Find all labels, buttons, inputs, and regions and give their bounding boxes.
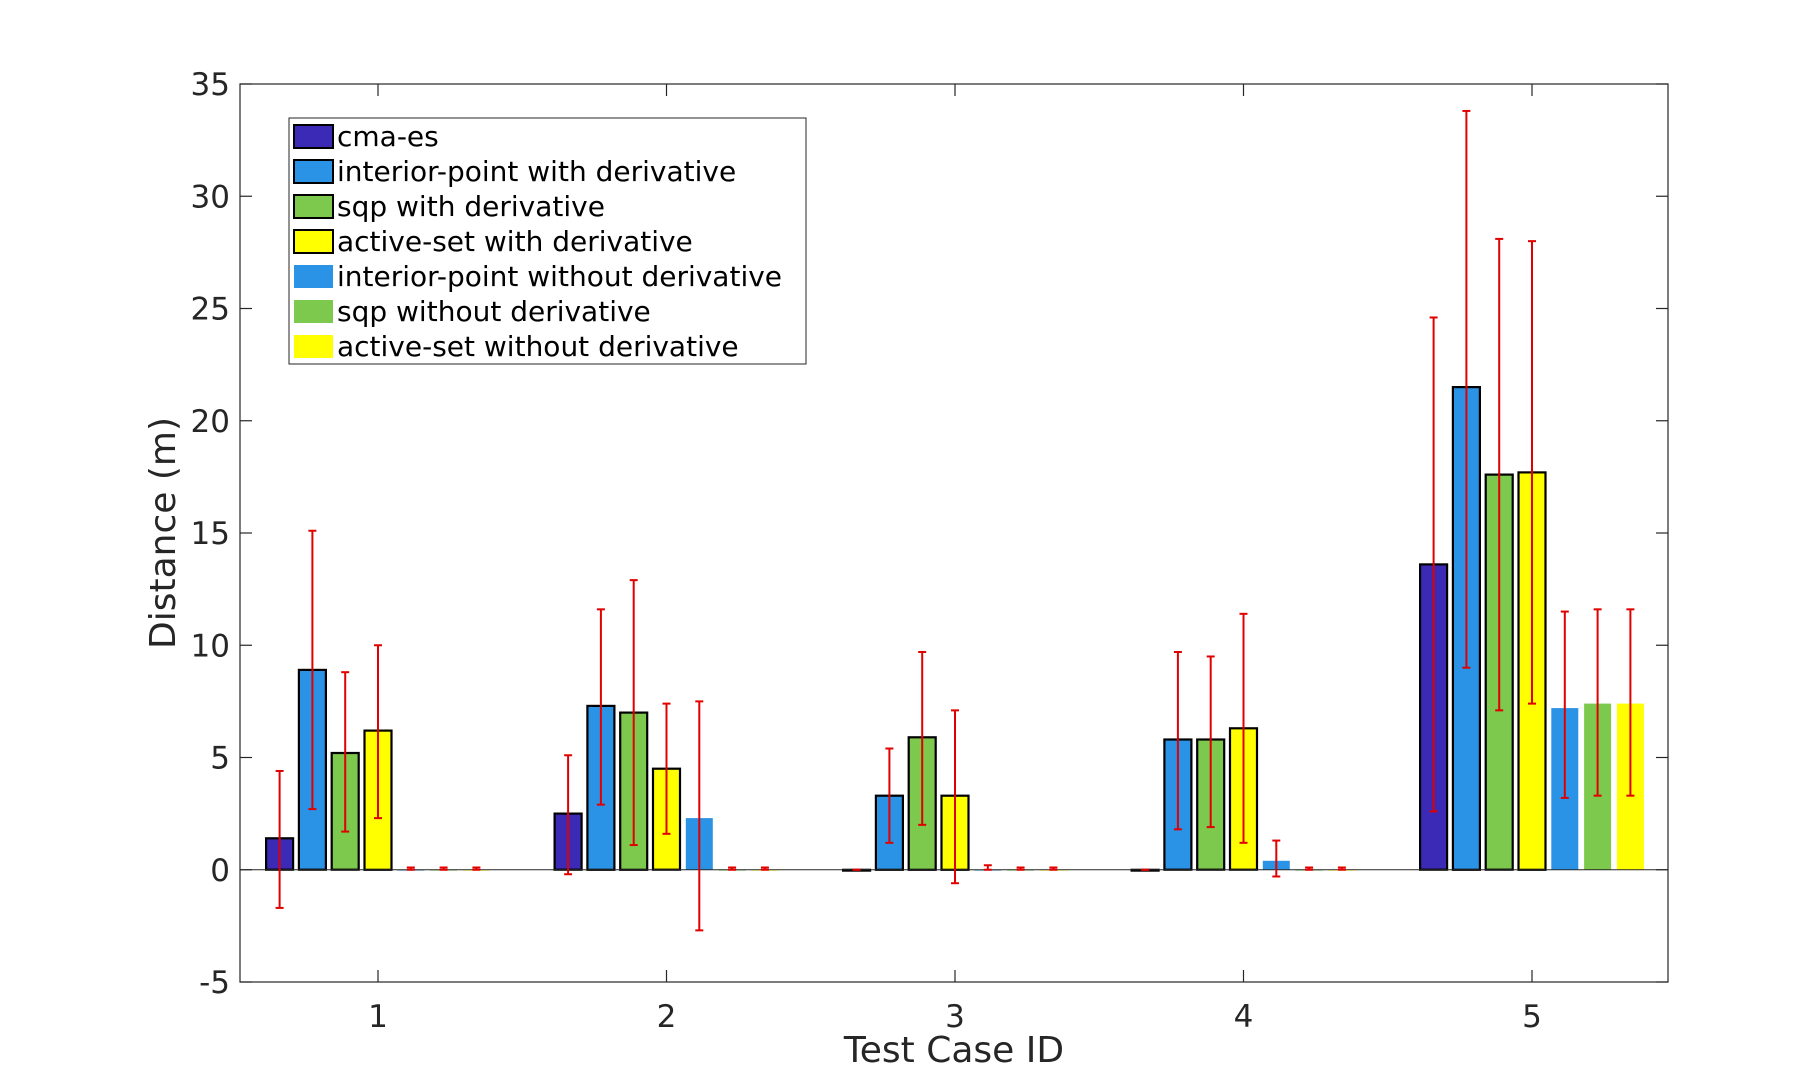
legend-item: active-set with derivative bbox=[293, 225, 693, 258]
error-bar bbox=[662, 702, 671, 835]
error-bar bbox=[728, 866, 737, 871]
error-bar bbox=[1272, 839, 1281, 878]
error-bar bbox=[1337, 866, 1346, 871]
legend-swatch bbox=[293, 194, 334, 219]
error-bar bbox=[1462, 109, 1471, 669]
x-tick-label: 1 bbox=[368, 999, 388, 1035]
legend-item: cma-es bbox=[293, 120, 439, 153]
error-bar bbox=[1626, 608, 1635, 797]
y-tick-label: 10 bbox=[191, 628, 230, 664]
error-bar bbox=[1593, 608, 1602, 797]
error-bar bbox=[885, 747, 894, 844]
error-bar bbox=[1560, 610, 1569, 799]
error-bar bbox=[341, 671, 350, 833]
error-bar bbox=[472, 866, 481, 871]
y-tick-label: 5 bbox=[210, 741, 230, 777]
legend-label: interior-point without derivative bbox=[337, 260, 782, 293]
y-tick-label: 35 bbox=[191, 67, 230, 103]
error-bar bbox=[596, 608, 605, 806]
error-bar bbox=[1305, 866, 1314, 871]
legend-swatch bbox=[294, 265, 333, 288]
legend-label: active-set without derivative bbox=[337, 330, 739, 363]
error-bar bbox=[374, 644, 382, 820]
error-bar bbox=[695, 700, 704, 932]
error-bar bbox=[1429, 316, 1438, 813]
y-tick-label: 15 bbox=[191, 516, 230, 552]
x-tick-label: 2 bbox=[657, 999, 677, 1035]
error-bar bbox=[1528, 240, 1536, 705]
y-tick-label: 25 bbox=[191, 292, 230, 328]
error-bar bbox=[1495, 237, 1504, 712]
legend-item: sqp with derivative bbox=[293, 190, 605, 223]
error-bar bbox=[1239, 612, 1248, 844]
legend-label: cma-es bbox=[337, 120, 439, 153]
x-tick-label: 5 bbox=[1522, 999, 1542, 1035]
error-bar bbox=[308, 529, 317, 811]
error-bar bbox=[1173, 650, 1182, 831]
y-tick-label: 20 bbox=[191, 404, 230, 440]
legend-swatch bbox=[294, 335, 333, 358]
error-bar bbox=[275, 769, 284, 909]
legend-label: sqp with derivative bbox=[337, 190, 605, 223]
y-tick-label: -5 bbox=[199, 965, 230, 1001]
y-tick-label: 30 bbox=[191, 179, 230, 215]
legend-swatch bbox=[293, 229, 334, 254]
y-tick-label: 0 bbox=[210, 853, 230, 889]
x-axis-label: Test Case ID bbox=[843, 1030, 1064, 1071]
y-axis-label: Distance (m) bbox=[143, 417, 184, 649]
error-bar bbox=[1206, 655, 1215, 829]
error-bar bbox=[1016, 866, 1025, 871]
legend-label: interior-point with derivative bbox=[337, 155, 736, 188]
error-bar bbox=[629, 579, 638, 847]
error-bar bbox=[439, 866, 448, 871]
error-bar bbox=[951, 709, 959, 885]
legend-swatch bbox=[293, 159, 334, 184]
error-bar bbox=[1049, 866, 1058, 871]
x-tick-label: 4 bbox=[1234, 999, 1254, 1035]
legend-swatch bbox=[294, 300, 333, 323]
legend-label: sqp without derivative bbox=[337, 295, 651, 328]
error-bar bbox=[918, 650, 927, 826]
error-bar bbox=[406, 866, 415, 871]
error-bar bbox=[760, 866, 769, 871]
error-bar bbox=[564, 754, 573, 876]
x-tick-label: 3 bbox=[945, 999, 965, 1035]
legend-item: sqp without derivative bbox=[294, 295, 651, 328]
legend-swatch bbox=[293, 124, 334, 149]
legend-item: interior-point without derivative bbox=[294, 260, 782, 293]
legend-item: active-set without derivative bbox=[294, 330, 739, 363]
error-bar bbox=[983, 864, 992, 871]
legend-box bbox=[288, 117, 807, 365]
legend-item: interior-point with derivative bbox=[293, 155, 736, 188]
legend-label: active-set with derivative bbox=[337, 225, 693, 258]
